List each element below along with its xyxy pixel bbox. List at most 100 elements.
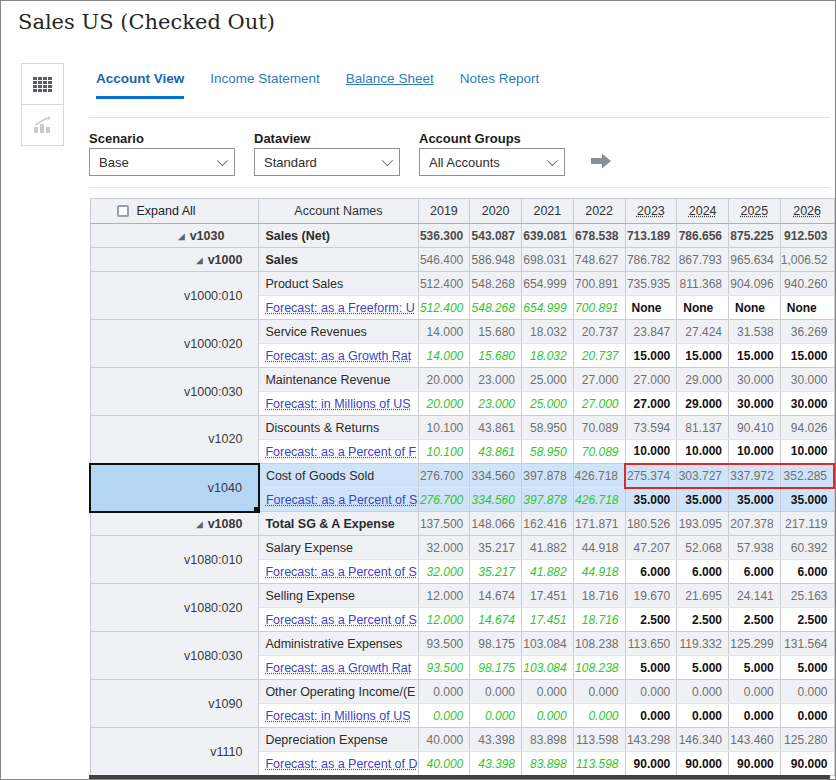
account-name-cell[interactable]: Depreciation Expense bbox=[259, 728, 418, 752]
account-name-cell[interactable]: Sales (Net) bbox=[259, 224, 418, 248]
grid-cell[interactable]: 25.000 bbox=[521, 392, 573, 416]
grid-cell[interactable]: 35.000 bbox=[780, 488, 834, 512]
grid-cell[interactable]: 207.378 bbox=[729, 512, 781, 536]
grid-cell[interactable]: 180.526 bbox=[625, 512, 677, 536]
grid-cell[interactable]: 57.938 bbox=[729, 536, 781, 560]
grid-cell[interactable]: 20.000 bbox=[418, 368, 470, 392]
grid-cell[interactable]: 43.398 bbox=[470, 728, 522, 752]
grid-cell[interactable]: 14.000 bbox=[418, 320, 470, 344]
dataview-select[interactable]: Standard bbox=[254, 148, 400, 176]
collapse-triangle-icon[interactable]: ◢ bbox=[178, 232, 184, 241]
grid-cell[interactable]: 47.207 bbox=[625, 536, 677, 560]
grid-cell[interactable]: 10.000 bbox=[677, 440, 729, 464]
grid-cell[interactable]: 512.400 bbox=[418, 272, 470, 296]
grid-cell[interactable]: 137.500 bbox=[418, 512, 470, 536]
grid-cell[interactable]: 0.000 bbox=[470, 704, 522, 728]
grid-cell[interactable]: 2.500 bbox=[780, 608, 834, 632]
grid-cell[interactable]: 30.000 bbox=[780, 392, 834, 416]
account-name-cell[interactable]: Administrative Expenses bbox=[259, 632, 418, 656]
grid-cell[interactable]: 25.000 bbox=[521, 368, 573, 392]
grid-cell[interactable]: 2.500 bbox=[677, 608, 729, 632]
grid-cell[interactable]: 35.000 bbox=[677, 488, 729, 512]
grid-cell[interactable]: 0.000 bbox=[780, 704, 834, 728]
grid-cell[interactable]: 811.368 bbox=[677, 272, 729, 296]
account-code-cell[interactable]: v1110 bbox=[90, 728, 259, 776]
tab-notes-report[interactable]: Notes Report bbox=[460, 71, 540, 99]
grid-cell[interactable]: 2.500 bbox=[625, 608, 677, 632]
account-code-cell[interactable]: v1000:010 bbox=[90, 272, 259, 320]
collapse-triangle-icon[interactable]: ◢ bbox=[196, 256, 202, 265]
grid-cell[interactable]: 10.100 bbox=[418, 440, 470, 464]
grid-cell[interactable]: 35.217 bbox=[470, 560, 522, 584]
forecast-link[interactable]: Forecast: as a Percent of D bbox=[265, 757, 417, 771]
grid-cell[interactable]: 27.000 bbox=[625, 392, 677, 416]
grid-cell[interactable]: 0.000 bbox=[625, 680, 677, 704]
collapse-triangle-icon[interactable]: ◢ bbox=[196, 520, 202, 529]
grid-cell[interactable]: 586.948 bbox=[470, 248, 522, 272]
account-name-cell[interactable]: Sales bbox=[259, 248, 418, 272]
grid-cell[interactable]: 6.000 bbox=[729, 560, 781, 584]
grid-cell[interactable]: 15.000 bbox=[780, 344, 834, 368]
grid-cell[interactable]: 40.000 bbox=[418, 752, 470, 776]
grid-cell[interactable]: 90.000 bbox=[625, 752, 677, 776]
grid-cell[interactable]: 32.000 bbox=[418, 560, 470, 584]
grid-cell[interactable]: 103.084 bbox=[521, 656, 573, 680]
grid-cell[interactable]: 940.260 bbox=[780, 272, 834, 296]
grid-cell[interactable]: 29.000 bbox=[677, 368, 729, 392]
grid-cell[interactable]: 90.000 bbox=[729, 752, 781, 776]
grid-cell[interactable]: 0.000 bbox=[780, 680, 834, 704]
year-header-2024[interactable]: 2024 bbox=[677, 199, 729, 224]
grid-cell[interactable]: 334.560 bbox=[470, 464, 522, 488]
grid-cell[interactable]: 352.285 bbox=[780, 464, 834, 488]
account-code-cell[interactable]: v1090 bbox=[90, 680, 259, 728]
grid-cell[interactable]: 90.000 bbox=[677, 752, 729, 776]
grid-cell[interactable]: 15.680 bbox=[470, 344, 522, 368]
grid-cell[interactable]: 43.861 bbox=[470, 440, 522, 464]
grid-cell[interactable]: 5.000 bbox=[780, 656, 834, 680]
grid-cell[interactable]: 113.650 bbox=[625, 632, 677, 656]
grid-cell[interactable]: 875.225 bbox=[729, 224, 781, 248]
account-name-cell[interactable]: Discounts & Returns bbox=[259, 416, 418, 440]
grid-cell[interactable]: 125.299 bbox=[729, 632, 781, 656]
grid-cell[interactable]: 36.269 bbox=[780, 320, 834, 344]
tab-account-view[interactable]: Account View bbox=[96, 71, 184, 99]
grid-cell[interactable]: 52.068 bbox=[677, 536, 729, 560]
grid-cell[interactable]: 0.000 bbox=[677, 680, 729, 704]
account-name-cell[interactable]: Product Sales bbox=[259, 272, 418, 296]
year-header-2026[interactable]: 2026 bbox=[780, 199, 834, 224]
forecast-link[interactable]: Forecast: in Millions of US bbox=[265, 397, 410, 411]
grid-cell[interactable]: 15.000 bbox=[625, 344, 677, 368]
grid-cell[interactable]: 786.782 bbox=[625, 248, 677, 272]
grid-cell[interactable]: 5.000 bbox=[729, 656, 781, 680]
grid-cell[interactable]: 125.280 bbox=[780, 728, 834, 752]
grid-cell[interactable]: 678.538 bbox=[573, 224, 625, 248]
account-code-cell[interactable]: v1080:020 bbox=[90, 584, 259, 632]
account-name-cell[interactable]: Maintenance Revenue bbox=[259, 368, 418, 392]
grid-cell[interactable]: 276.700 bbox=[418, 464, 470, 488]
grid-cell[interactable]: 70.089 bbox=[573, 416, 625, 440]
grid-cell[interactable]: 748.627 bbox=[573, 248, 625, 272]
grid-cell[interactable]: 5.000 bbox=[677, 656, 729, 680]
horizontal-scrollbar[interactable] bbox=[89, 775, 830, 779]
forecast-link[interactable]: Forecast: as a Percent of S bbox=[266, 493, 417, 507]
grid-cell[interactable]: 44.918 bbox=[573, 560, 625, 584]
grid-cell[interactable]: 14.674 bbox=[470, 584, 522, 608]
grid-cell[interactable]: 0.000 bbox=[418, 680, 470, 704]
grid-cell[interactable]: None bbox=[780, 296, 834, 320]
grid-cell[interactable]: 14.000 bbox=[418, 344, 470, 368]
grid-cell[interactable]: 17.451 bbox=[521, 584, 573, 608]
grid-cell[interactable]: 30.000 bbox=[780, 368, 834, 392]
account-name-cell[interactable]: Other Operating Income/(E bbox=[259, 680, 418, 704]
grid-cell[interactable]: 0.000 bbox=[470, 680, 522, 704]
grid-cell[interactable]: 548.268 bbox=[470, 296, 522, 320]
account-name-cell[interactable]: Selling Expense bbox=[259, 584, 418, 608]
grid-cell[interactable]: 30.000 bbox=[729, 368, 781, 392]
grid-cell[interactable]: 94.026 bbox=[780, 416, 834, 440]
account-groups-select[interactable]: All Accounts bbox=[419, 148, 565, 176]
grid-cell[interactable]: 18.032 bbox=[521, 344, 573, 368]
grid-cell[interactable]: 18.032 bbox=[521, 320, 573, 344]
grid-cell[interactable]: 0.000 bbox=[677, 704, 729, 728]
forecast-link[interactable]: Forecast: as a Percent of F bbox=[265, 445, 416, 459]
grid-cell[interactable]: 275.374 bbox=[625, 464, 677, 488]
grid-cell[interactable]: 58.950 bbox=[521, 416, 573, 440]
